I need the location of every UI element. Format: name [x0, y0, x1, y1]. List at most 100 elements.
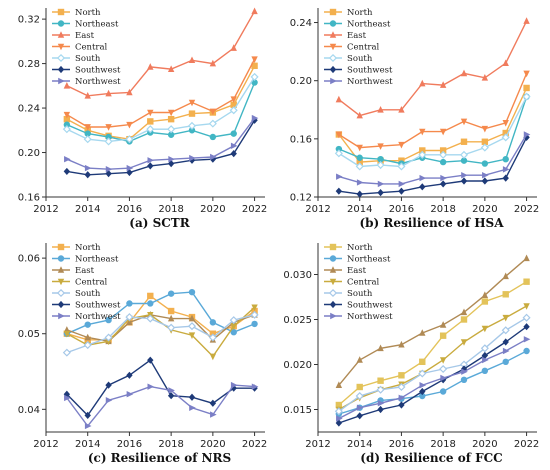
data-point [335, 419, 343, 427]
legend-label: Southwest [347, 301, 393, 311]
data-point [251, 7, 258, 15]
data-point [208, 119, 217, 128]
data-point [126, 371, 133, 379]
data-point [481, 177, 489, 185]
data-point [105, 338, 112, 346]
data-point [377, 156, 384, 163]
x-tick-label: 2020 [472, 204, 497, 215]
legend-label: South [75, 54, 101, 64]
legend-marker [328, 288, 338, 298]
legend-marker [329, 65, 337, 74]
data-point [502, 347, 510, 355]
panel-caption: (a) SCTR [129, 216, 190, 230]
legend-marker [329, 8, 337, 16]
y-tick-label: 0.015 [283, 405, 312, 416]
data-point [167, 125, 176, 134]
x-tick-label: 2014 [75, 204, 100, 215]
x-tick-label: 2022 [242, 204, 267, 215]
data-point [209, 319, 217, 326]
data-point [459, 150, 469, 159]
data-point [229, 316, 238, 325]
legend-marker [58, 312, 65, 320]
data-point [63, 115, 71, 123]
data-point [63, 82, 71, 89]
data-point [355, 391, 364, 401]
data-point [501, 133, 510, 142]
legend-label: Northwest [347, 312, 393, 322]
data-point [440, 374, 447, 382]
data-point [356, 356, 363, 363]
legend-marker [58, 77, 65, 85]
data-point [419, 387, 426, 396]
data-point [335, 95, 343, 103]
data-point [84, 171, 91, 179]
legend-label: Northwest [75, 312, 121, 322]
panel-caption: (b) Resilience of HSA [359, 216, 504, 230]
data-point [523, 323, 530, 331]
data-point [146, 125, 155, 134]
data-point [167, 65, 175, 72]
series-east [63, 7, 258, 99]
data-point [229, 106, 238, 115]
legend-label: Southwest [347, 66, 393, 76]
data-point [84, 333, 91, 341]
x-tick-label: 2012 [305, 204, 330, 215]
data-point [460, 339, 468, 346]
data-point [147, 383, 155, 390]
data-point [398, 180, 406, 188]
data-point [418, 150, 427, 159]
data-point [356, 190, 363, 198]
data-point [481, 73, 489, 81]
series-central [335, 70, 530, 152]
data-point [125, 313, 134, 322]
series-line [66, 314, 255, 354]
data-point [188, 99, 196, 107]
data-point [147, 162, 154, 170]
data-point [230, 142, 238, 150]
data-point [84, 422, 92, 430]
data-point [460, 157, 468, 164]
data-point [147, 292, 154, 300]
data-point [105, 133, 112, 141]
data-point [481, 125, 489, 133]
data-point [439, 321, 447, 328]
y-tick-label: 0.12 [290, 193, 312, 204]
legend-marker [57, 20, 65, 27]
data-point [439, 332, 447, 339]
data-point [398, 187, 405, 195]
y-tick-label: 0.16 [18, 193, 40, 204]
data-point [480, 143, 489, 152]
y-tick-label: 0.20 [18, 148, 40, 159]
x-tick-label: 2020 [472, 439, 497, 450]
data-point [210, 411, 217, 418]
data-point [83, 135, 92, 144]
data-point [419, 147, 426, 154]
data-point [439, 388, 447, 395]
data-point [335, 401, 343, 409]
data-point [482, 356, 489, 364]
data-point [523, 131, 531, 138]
data-point [251, 79, 258, 86]
data-point [188, 288, 196, 296]
legend-label: Northeast [347, 20, 391, 30]
data-point [64, 394, 71, 402]
data-point [167, 307, 175, 315]
data-point [502, 272, 509, 280]
data-point [460, 376, 468, 383]
data-point [481, 325, 489, 333]
series-line [338, 281, 527, 406]
data-point [83, 341, 92, 350]
data-point [376, 160, 385, 170]
series-line [338, 87, 528, 163]
series-line [338, 350, 527, 415]
data-point [377, 344, 384, 352]
legend-label: East [347, 266, 367, 276]
series-line [66, 76, 256, 143]
data-point [335, 187, 343, 195]
legend-label: Northwest [75, 77, 121, 87]
data-point [336, 173, 343, 180]
data-point [356, 154, 363, 161]
series-north [335, 278, 530, 409]
series-line [66, 65, 256, 140]
